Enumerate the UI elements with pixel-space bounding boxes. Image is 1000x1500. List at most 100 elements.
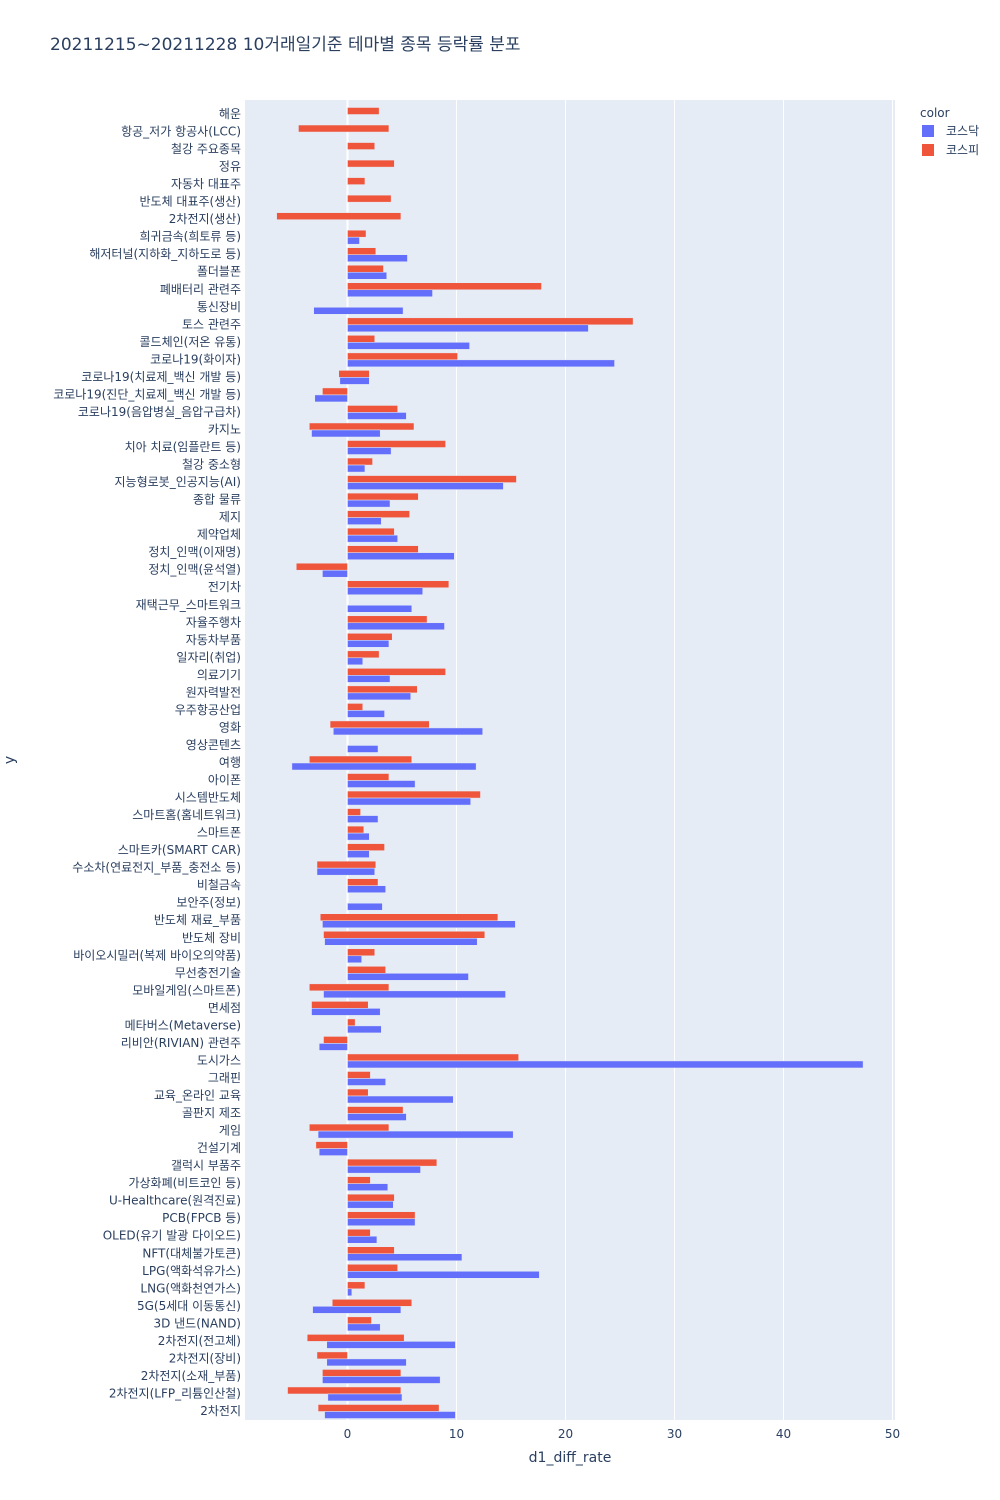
bar-kospi[interactable] — [347, 685, 418, 694]
bar-kosdaq[interactable] — [322, 920, 516, 928]
bar-kosdaq[interactable] — [347, 832, 370, 841]
bar-kospi[interactable] — [347, 668, 446, 676]
bar-kosdaq[interactable] — [347, 587, 423, 595]
bar-kospi[interactable] — [347, 808, 361, 816]
bar-kosdaq[interactable] — [347, 850, 370, 858]
bar-kosdaq[interactable] — [314, 394, 348, 403]
bar-kosdaq[interactable] — [324, 938, 478, 946]
bar-kosdaq[interactable] — [347, 710, 385, 718]
bar-kospi[interactable] — [347, 1281, 366, 1290]
bar-kosdaq[interactable] — [347, 902, 383, 911]
bar-kosdaq[interactable] — [311, 429, 381, 438]
bar-kosdaq[interactable] — [347, 412, 407, 420]
bar-kosdaq[interactable] — [339, 377, 370, 385]
bar-kospi[interactable] — [276, 212, 402, 220]
bar-kosdaq[interactable] — [317, 1130, 514, 1139]
bar-kosdaq[interactable] — [347, 815, 379, 823]
bar-kosdaq[interactable] — [347, 499, 391, 508]
bar-kospi[interactable] — [347, 107, 380, 115]
bar-kosdaq[interactable] — [347, 675, 391, 683]
bar-kosdaq[interactable] — [347, 657, 364, 666]
bar-kosdaq[interactable] — [347, 692, 411, 701]
legend-swatch[interactable] — [922, 125, 934, 137]
bar-kospi[interactable] — [347, 1053, 519, 1062]
bar-kospi[interactable] — [323, 931, 486, 939]
bar-kosdaq[interactable] — [347, 973, 469, 981]
bar-kosdaq[interactable] — [347, 1060, 864, 1069]
bar-kosdaq[interactable] — [347, 1288, 353, 1297]
bar-kospi[interactable] — [347, 1071, 371, 1079]
bar-kosdaq[interactable] — [318, 1043, 348, 1051]
bar-kosdaq[interactable] — [323, 990, 506, 999]
bar-kosdaq[interactable] — [347, 482, 504, 490]
bar-kospi[interactable] — [347, 966, 386, 974]
bar-kosdaq[interactable] — [347, 780, 416, 788]
bar-kosdaq[interactable] — [347, 1078, 386, 1086]
bar-kospi[interactable] — [347, 843, 385, 851]
bar-kospi[interactable] — [347, 229, 367, 238]
bar-kosdaq[interactable] — [347, 885, 386, 893]
bar-kosdaq[interactable] — [312, 1306, 402, 1314]
legend-swatch[interactable] — [922, 144, 934, 156]
bar-kosdaq[interactable] — [327, 1393, 403, 1402]
bar-kospi[interactable] — [347, 1158, 438, 1167]
bar-kospi[interactable] — [347, 1018, 356, 1027]
bar-kospi[interactable] — [347, 457, 373, 466]
bar-kosdaq[interactable] — [347, 1271, 540, 1279]
bar-kospi[interactable] — [347, 703, 364, 711]
bar-kosdaq[interactable] — [326, 1341, 456, 1349]
bar-kosdaq[interactable] — [347, 1253, 463, 1262]
bar-kospi[interactable] — [347, 247, 377, 255]
bar-kospi[interactable] — [298, 124, 390, 133]
bar-kospi[interactable] — [347, 1316, 372, 1325]
bar-kosdaq[interactable] — [291, 762, 477, 771]
bar-kospi[interactable] — [322, 387, 348, 396]
bar-kospi[interactable] — [347, 194, 392, 203]
bar-kospi[interactable] — [347, 1106, 404, 1114]
bar-kospi[interactable] — [347, 1193, 395, 1202]
bar-kospi[interactable] — [331, 1299, 413, 1307]
bar-kospi[interactable] — [347, 440, 446, 448]
bar-kospi[interactable] — [323, 1036, 348, 1044]
bar-kospi[interactable] — [347, 825, 365, 834]
bar-kospi[interactable] — [347, 282, 542, 291]
bar-kospi[interactable] — [296, 562, 348, 571]
bar-kospi[interactable] — [316, 1351, 348, 1360]
bar-kospi[interactable] — [309, 983, 390, 992]
bar-kosdaq[interactable] — [347, 552, 455, 560]
bar-kospi[interactable] — [338, 370, 370, 378]
bar-kosdaq[interactable] — [347, 605, 413, 613]
bar-kosdaq[interactable] — [347, 236, 360, 245]
bar-kosdaq[interactable] — [347, 1095, 454, 1104]
bar-kosdaq[interactable] — [347, 640, 390, 648]
bar-kospi[interactable] — [315, 1141, 348, 1149]
bar-kospi[interactable] — [347, 317, 634, 326]
bar-kosdaq[interactable] — [347, 254, 408, 262]
bar-kospi[interactable] — [322, 1369, 402, 1377]
bar-kospi[interactable] — [287, 1386, 402, 1395]
bar-kosdaq[interactable] — [347, 797, 471, 806]
bar-kospi[interactable] — [347, 580, 450, 588]
bar-kospi[interactable] — [347, 177, 366, 185]
bar-kospi[interactable] — [347, 527, 395, 536]
bar-kospi[interactable] — [309, 755, 413, 764]
bar-kosdaq[interactable] — [347, 1323, 381, 1332]
bar-kospi[interactable] — [347, 948, 375, 957]
bar-kospi[interactable] — [347, 1246, 395, 1255]
bar-kospi[interactable] — [347, 650, 380, 659]
bar-kosdaq[interactable] — [347, 464, 366, 473]
bar-kosdaq[interactable] — [347, 534, 398, 543]
bar-kospi[interactable] — [347, 264, 384, 273]
bar-kospi[interactable] — [347, 510, 410, 518]
bar-kospi[interactable] — [347, 773, 390, 781]
bar-kospi[interactable] — [316, 860, 377, 869]
bar-kosdaq[interactable] — [311, 1008, 381, 1016]
bar-kosdaq[interactable] — [347, 1165, 421, 1174]
bar-kosdaq[interactable] — [347, 517, 382, 525]
bar-kospi[interactable] — [347, 475, 517, 483]
bar-kospi[interactable] — [347, 142, 375, 150]
bar-kospi[interactable] — [347, 1211, 416, 1219]
bar-kospi[interactable] — [347, 352, 458, 361]
bar-kosdaq[interactable] — [347, 745, 379, 753]
bar-kosdaq[interactable] — [347, 955, 362, 964]
